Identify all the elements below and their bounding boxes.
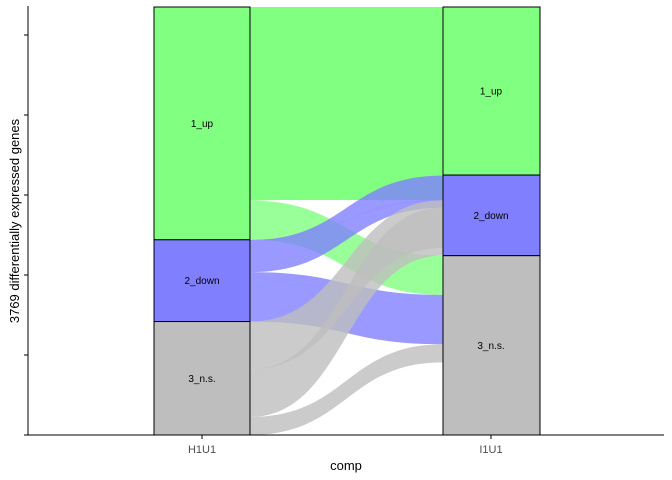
stratum-label-H1U1-1_up: 1_up: [191, 119, 214, 130]
stratum-I1U1-3_n.s.: [442, 255, 541, 436]
stratum-label-H1U1-2_down: 2_down: [184, 276, 219, 287]
x-tick-label-I1U1: I1U1: [479, 444, 502, 456]
stratum-label-I1U1-2_down: 2_down: [473, 211, 508, 222]
flow-1_up-to-1_up: [250, 7, 443, 201]
axes-layer: H1U1 I1U1: [24, 6, 664, 456]
stratum-label-I1U1-1_up: 1_up: [480, 87, 503, 98]
y-axis-title: 3769 differentially expressed genes: [7, 118, 22, 323]
y-ticks: [24, 34, 28, 436]
stratum-H1U1-1_up: [153, 6, 251, 241]
stratum-H1U1-3_n.s.: [153, 321, 251, 436]
x-ticks: H1U1 I1U1: [188, 435, 503, 456]
stratum-H1U1-2_down: [153, 239, 251, 323]
x-tick-label-H1U1: H1U1: [188, 444, 216, 456]
flow-3_n.s.-to-2_down: [250, 207, 443, 417]
strata-layer: 1_up 2_down 3_n.s. 1_up 2_down 3_n.s.: [153, 6, 541, 436]
flow-1_up-to-2_down: [250, 175, 443, 201]
x-axis-title: comp: [330, 458, 362, 473]
stratum-label-I1U1-3_n.s.: 3_n.s.: [477, 341, 504, 352]
flow-2_down-to-2_down: [250, 175, 443, 273]
stratum-I1U1-2_down: [442, 174, 541, 257]
flow-layer: [250, 7, 443, 435]
stratum-I1U1-1_up: [442, 6, 541, 176]
stratum-label-H1U1-3_n.s.: 3_n.s.: [188, 374, 215, 385]
flow-3_n.s.-to-3_n.s.: [250, 344, 443, 435]
